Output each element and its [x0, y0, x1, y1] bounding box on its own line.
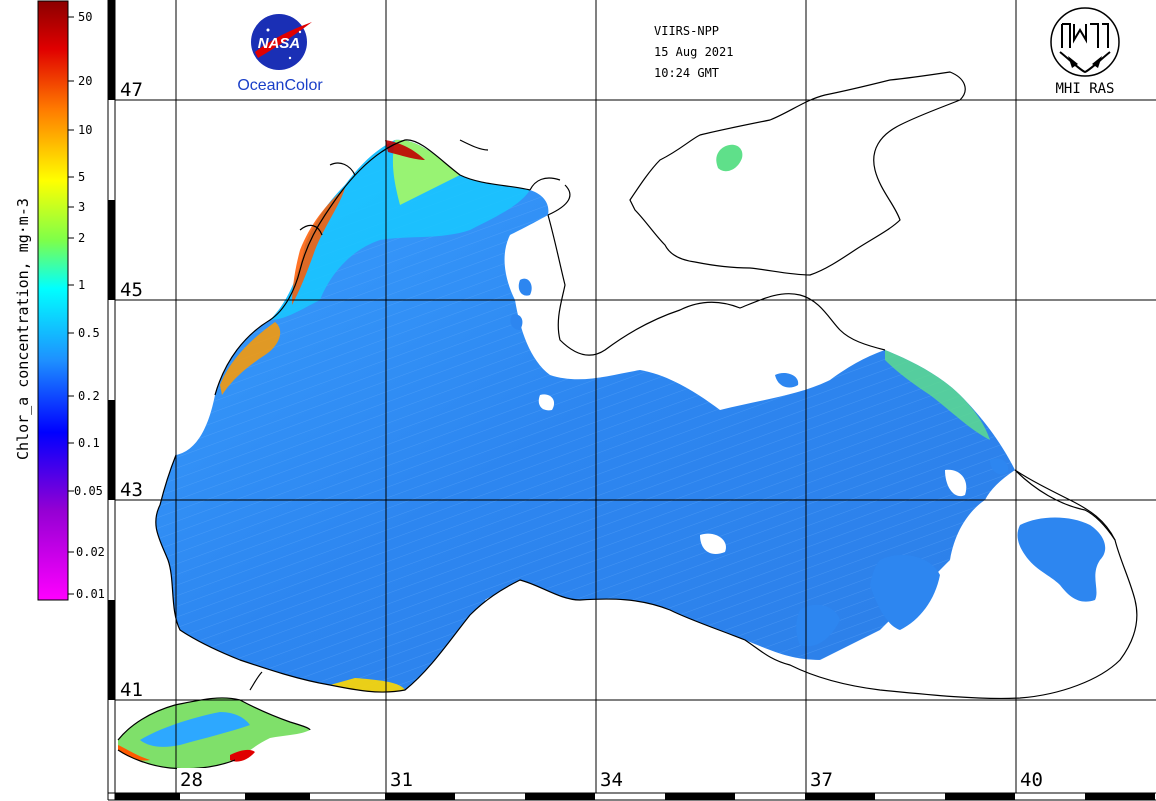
- colorbar-tick-0.05: 0.05: [74, 484, 103, 498]
- colorbar-gradient: [37, 0, 69, 601]
- east-patches: [510, 144, 1106, 647]
- longitude-label-31: 31: [390, 769, 413, 791]
- oceancolor-caption: OceanColor: [237, 77, 323, 94]
- latitude-label-47: 47: [120, 79, 143, 101]
- longitude-label-37: 37: [810, 769, 833, 791]
- acquisition-header: VIIRS-NPP 15 Aug 2021 10:24 GMT: [654, 24, 733, 80]
- latitude-label-45: 45: [120, 279, 143, 301]
- colorbar-tick-0.1: 0.1: [78, 436, 100, 450]
- longitude-label-40: 40: [1020, 769, 1043, 791]
- colorbar-tick-0.5: 0.5: [78, 326, 100, 340]
- latitude-label-41: 41: [120, 679, 143, 701]
- longitude-label-34: 34: [600, 769, 623, 791]
- acquisition-date: 15 Aug 2021: [654, 45, 733, 59]
- colorbar-tick-50: 50: [78, 10, 92, 24]
- colorbar-tick-0.01: 0.01: [76, 587, 105, 601]
- colorbar-tick-0.02: 0.02: [76, 545, 105, 559]
- colorbar-ticks: [68, 16, 74, 595]
- colorbar-tick-20: 20: [78, 74, 92, 88]
- colorbar-tick-1: 1: [78, 278, 85, 292]
- frame-ruler: [107, 0, 1156, 801]
- coastline: [117, 71, 1138, 770]
- nasa-logo-text: NASA: [258, 35, 301, 52]
- mhi-ras-logo: MHI RAS: [1050, 7, 1120, 97]
- colorbar-tick-3: 3: [78, 200, 85, 214]
- colorbar-tick-5: 5: [78, 170, 85, 184]
- sea-chlorophyll-field: [155, 139, 1016, 693]
- satellite-name: VIIRS-NPP: [654, 24, 719, 38]
- marmara-sea: [118, 697, 310, 769]
- colorbar-tick-0.2: 0.2: [78, 389, 100, 403]
- colorbar-tick-10: 10: [78, 123, 92, 137]
- latitude-label-43: 43: [120, 479, 143, 501]
- colorbar-tick-2: 2: [78, 231, 85, 245]
- colorbar-title: Chlor_a concentration, mg·m-3: [14, 198, 32, 460]
- longitude-label-28: 28: [180, 769, 203, 791]
- nasa-oceancolor-logo: NASA OceanColor: [237, 14, 323, 94]
- acquisition-time: 10:24 GMT: [654, 66, 719, 80]
- colorbar: 50 20 10 5 3 2 1 0.5 0.2 0.1 0.05 0.02 0…: [14, 0, 105, 601]
- mhi-ras-caption: MHI RAS: [1055, 81, 1114, 97]
- graticule: [115, 0, 1156, 793]
